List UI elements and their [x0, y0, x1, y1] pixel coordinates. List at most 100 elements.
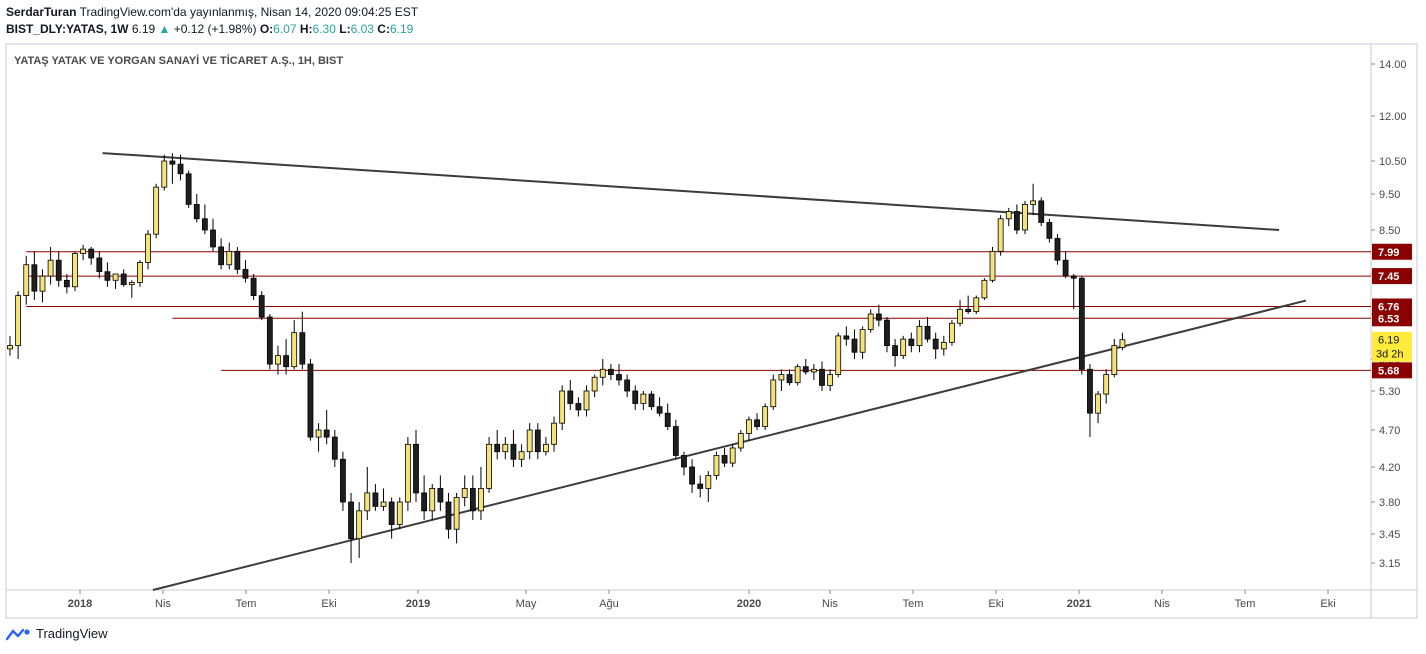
candle — [754, 413, 760, 430]
candle — [307, 359, 314, 441]
time-tick-label: 2020 — [737, 598, 761, 610]
candle — [1038, 197, 1045, 227]
candle — [242, 260, 249, 283]
candle-body — [494, 443, 501, 453]
candle-body — [453, 497, 460, 530]
price-tick-label: 12.00 — [1379, 111, 1407, 123]
candle — [737, 430, 744, 452]
candle-body — [997, 218, 1004, 252]
price-tag-bg — [1372, 268, 1412, 285]
price-tick-label: 3.80 — [1379, 497, 1400, 509]
candles[interactable] — [7, 153, 1126, 563]
candle-body — [128, 282, 135, 286]
candle — [1005, 207, 1012, 227]
candle — [404, 437, 411, 511]
candle-body — [478, 488, 484, 512]
candle-body — [973, 297, 980, 313]
candle-body — [461, 488, 468, 498]
price-tag-bg — [1372, 362, 1412, 379]
candle — [15, 291, 22, 359]
price-change: +0.12 (+1.98%) — [173, 22, 257, 36]
candle — [957, 300, 963, 327]
time-tick-label: Eki — [321, 598, 336, 610]
candle — [762, 403, 769, 430]
candle — [965, 295, 972, 314]
candle-body — [23, 264, 30, 296]
price-tick-label: 4.20 — [1379, 462, 1400, 474]
candle — [534, 423, 541, 460]
candle — [875, 304, 882, 327]
candle — [494, 430, 501, 460]
candle — [258, 291, 265, 321]
candle-body — [697, 483, 704, 489]
candle-body — [210, 229, 216, 248]
candle — [1119, 332, 1126, 351]
open-value: 6.07 — [273, 22, 297, 36]
tradingview-logo-icon — [6, 628, 30, 640]
candle-body — [778, 374, 785, 381]
candle-body — [746, 419, 752, 434]
up-arrow-icon: ▲ — [158, 22, 171, 36]
candle-body — [534, 429, 541, 453]
candle-body — [88, 248, 95, 259]
candle-body — [356, 510, 363, 540]
candle-body — [713, 455, 720, 476]
candle — [1103, 369, 1110, 404]
candle — [697, 475, 704, 498]
candle-body — [39, 275, 46, 292]
candle — [551, 416, 557, 452]
candle-body — [957, 308, 963, 324]
open-label: O: — [259, 22, 274, 36]
candle — [23, 255, 30, 305]
candle-body — [331, 436, 338, 460]
trendlines — [102, 152, 1307, 591]
candle — [299, 311, 306, 370]
candle — [153, 183, 160, 239]
candle — [997, 215, 1004, 256]
candle-body — [275, 355, 281, 365]
candle — [1046, 218, 1053, 243]
candle — [624, 374, 631, 398]
candle-body — [1103, 374, 1110, 395]
candle-body — [851, 338, 858, 353]
candle — [567, 379, 574, 410]
candle-body — [72, 253, 78, 288]
time-tick-label: Ağu — [599, 598, 619, 610]
candle — [835, 332, 842, 378]
candle-body — [315, 429, 322, 438]
candle-body — [502, 443, 509, 453]
price-tag-label: 7.45 — [1378, 271, 1399, 283]
candle-body — [770, 379, 777, 408]
candle-body — [348, 501, 354, 540]
close-label: C: — [377, 22, 390, 36]
candle — [104, 262, 111, 287]
candle — [356, 502, 363, 558]
candle — [559, 385, 566, 430]
candle-body — [15, 295, 22, 347]
candle-body — [218, 246, 225, 266]
candle-body — [802, 366, 809, 373]
candle — [47, 246, 54, 285]
candle-body — [624, 379, 631, 392]
candle — [543, 437, 549, 456]
candle-body — [96, 257, 103, 273]
candle — [583, 385, 590, 417]
time-tick-label: 2019 — [406, 598, 430, 610]
price-chart[interactable]: YATAŞ YATAK VE YORGAN SANAYİ VE TİCARET … — [0, 0, 1426, 620]
price-tick-label: 3.15 — [1379, 558, 1400, 570]
trendline-2 — [152, 299, 1307, 591]
candle-body — [819, 368, 825, 386]
candle — [169, 153, 176, 184]
candle-body — [63, 279, 70, 288]
candle — [7, 335, 13, 356]
candle-body — [486, 443, 492, 489]
candle — [989, 246, 996, 283]
candle — [161, 154, 168, 191]
price-tag-label: 7.99 — [1378, 247, 1399, 259]
candle-body — [242, 268, 249, 279]
candle-body — [372, 492, 379, 507]
candle-body — [177, 163, 184, 175]
candle — [348, 492, 354, 563]
candle — [315, 423, 322, 452]
candle-body — [892, 345, 898, 357]
